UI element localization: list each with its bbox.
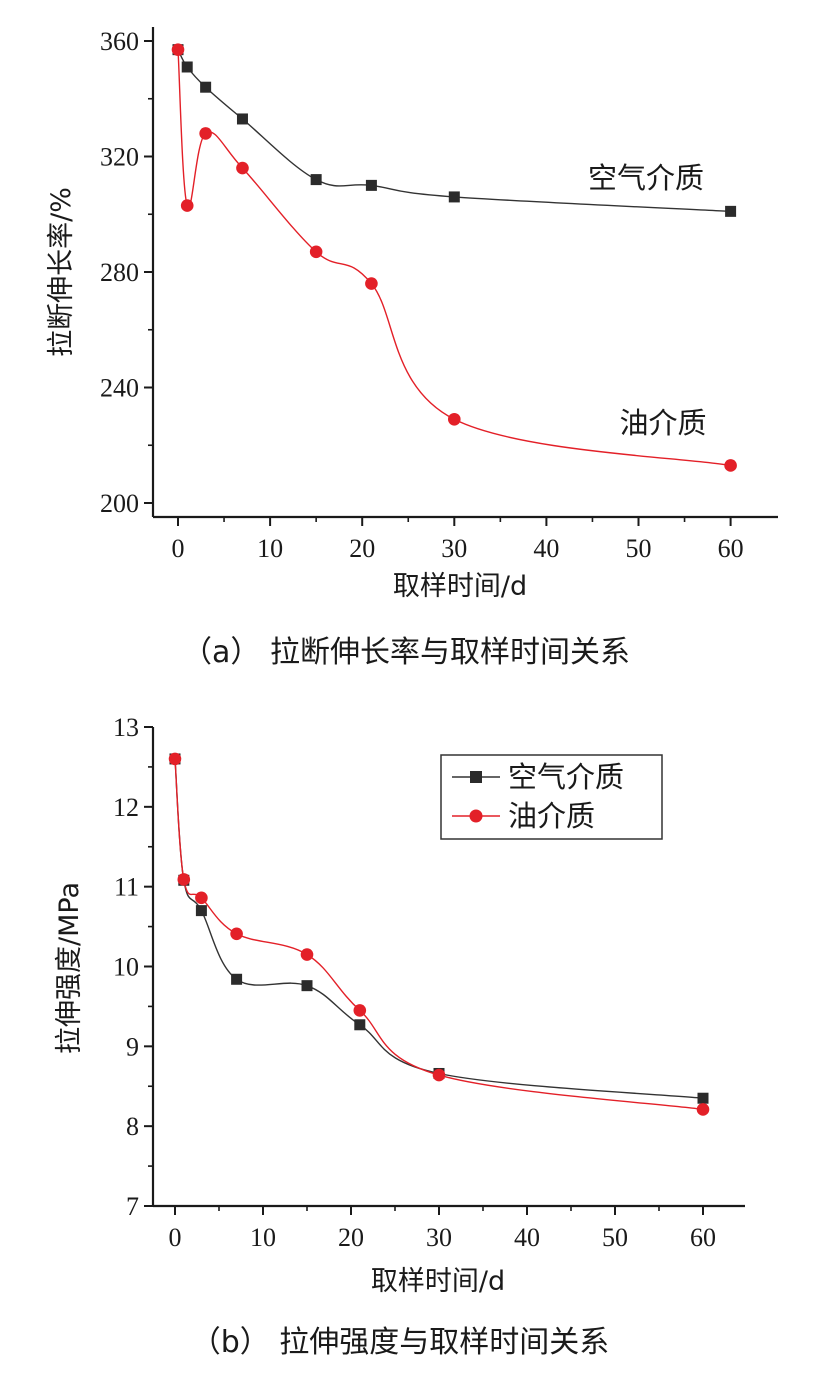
chart-b-markers: [168, 752, 710, 1116]
x-tick-label: 50: [602, 1223, 628, 1252]
data-point-air: [310, 174, 322, 186]
chart-a-caption: （a） 拉断伸长率与取样时间关系: [182, 635, 630, 670]
data-point-air: [231, 973, 243, 985]
y-tick-label: 13: [113, 713, 139, 742]
data-point-air: [181, 61, 193, 73]
x-tick-label: 10: [250, 1223, 276, 1252]
chart-b-x-axis-label: 取样时间/d: [371, 1266, 505, 1297]
x-tick-label: 50: [626, 534, 652, 563]
data-point-oil: [199, 127, 212, 140]
chart-a-curves: [177, 49, 731, 467]
y-tick-label: 12: [113, 793, 139, 822]
data-point-oil: [180, 199, 194, 212]
legend-air-marker: [470, 771, 482, 783]
x-tick-label: 0: [172, 534, 185, 563]
data-point-oil: [300, 948, 314, 961]
y-tick-label: 200: [100, 489, 139, 518]
chart-b-axes: 7 8 9 10 11 12 13 0 10 20 30 40 50 60: [113, 713, 745, 1252]
y-tick-label: 280: [100, 258, 139, 287]
y-tick-label: 320: [100, 143, 139, 172]
y-tick-label: 360: [100, 27, 139, 56]
data-point-air: [195, 905, 207, 917]
data-point-oil: [353, 1004, 367, 1017]
chart-b-caption: （b） 拉伸强度与取样时间关系: [191, 1325, 610, 1360]
y-tick-label: 7: [126, 1192, 139, 1221]
chart-a-annotation-air: 空气介质: [588, 161, 704, 195]
chart-a-axes: 200 240 280 320 360 0 10 20 30 40 50 60: [100, 27, 778, 563]
legend-oil-marker: [469, 809, 483, 823]
x-tick-label: 20: [338, 1223, 364, 1252]
x-tick-label: 60: [690, 1223, 716, 1252]
data-point-air: [448, 191, 460, 203]
y-tick-label: 240: [100, 374, 139, 403]
data-point-air: [365, 179, 377, 191]
x-tick-label: 20: [349, 534, 375, 563]
x-tick-label: 10: [257, 534, 283, 563]
data-point-oil: [309, 245, 323, 259]
y-tick-label: 11: [114, 873, 139, 902]
data-point-oil: [171, 43, 185, 56]
data-point-air: [236, 113, 248, 125]
chart-tensile-strength: 7 8 9 10 11 12 13 0 10 20 30 40 50 60 空气介质 油介质 取样时间/d…: [54, 713, 745, 1360]
x-tick-label: 30: [441, 534, 467, 563]
x-tick-label: 60: [718, 534, 744, 563]
chart-a-y-axis-label: 拉断伸长率/%: [46, 187, 77, 357]
x-tick-label: 30: [426, 1223, 452, 1252]
x-tick-label: 0: [169, 1223, 182, 1252]
data-point-oil: [432, 1068, 446, 1082]
data-point-oil: [365, 277, 378, 290]
legend-box: [440, 754, 663, 840]
y-tick-label: 8: [126, 1112, 139, 1141]
x-tick-label: 40: [514, 1223, 540, 1252]
data-point-air: [354, 1019, 366, 1031]
data-point-oil: [230, 927, 243, 941]
data-point-air: [697, 1092, 709, 1104]
chart-a-markers: [171, 43, 737, 472]
data-point-air: [200, 81, 212, 93]
data-point-oil: [168, 752, 182, 766]
data-point-air: [301, 980, 313, 992]
data-point-oil: [448, 412, 461, 426]
series-line-oil: [177, 49, 731, 467]
chart-a-annotation-oil: 油介质: [619, 406, 706, 440]
data-point-oil: [236, 161, 249, 175]
chart-a-x-axis-label: 取样时间/d: [393, 571, 527, 602]
y-tick-label: 10: [113, 953, 139, 982]
legend-oil-label: 油介质: [508, 799, 595, 833]
x-tick-label: 40: [533, 534, 559, 563]
data-point-oil: [696, 1103, 710, 1116]
y-tick-label: 9: [126, 1032, 139, 1061]
data-point-oil: [195, 891, 208, 905]
legend-air-label: 空气介质: [508, 760, 624, 794]
chart-b-legend: 空气介质 油介质: [440, 754, 663, 840]
data-point-air: [725, 205, 737, 217]
data-point-oil: [724, 459, 737, 472]
chart-elongation: 200 240 280 320 360 0 10 20 30 40 50 60 空气介质 油介质 取样…: [46, 27, 778, 670]
chart-b-y-axis-label: 拉伸强度/MPa: [54, 882, 85, 1054]
data-point-oil: [177, 873, 191, 886]
